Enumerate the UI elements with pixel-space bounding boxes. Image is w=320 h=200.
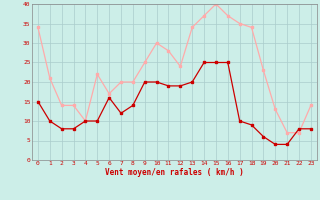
X-axis label: Vent moyen/en rafales ( km/h ): Vent moyen/en rafales ( km/h ) bbox=[105, 168, 244, 177]
